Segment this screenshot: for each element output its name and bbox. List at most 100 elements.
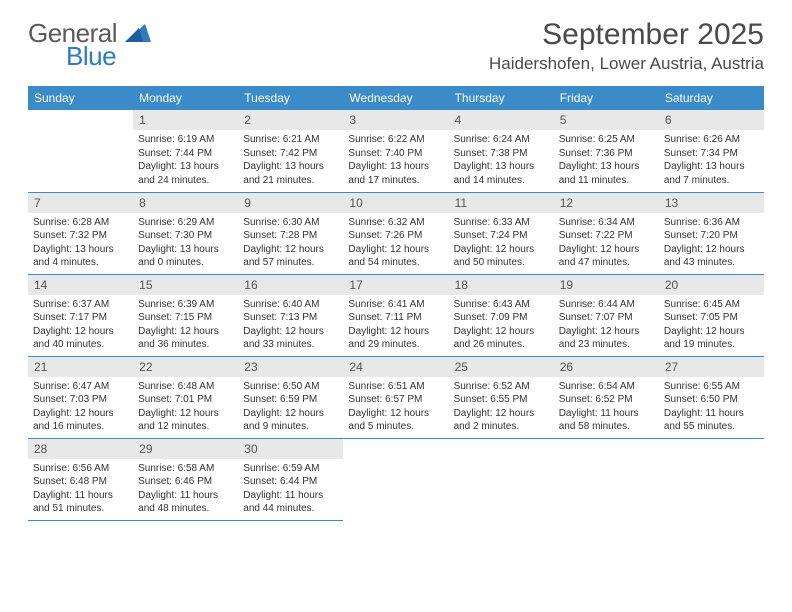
weekday-sunday: Sunday (28, 86, 133, 110)
location: Haidershofen, Lower Austria, Austria (489, 54, 764, 74)
calendar-day-cell: 25Sunrise: 6:52 AMSunset: 6:55 PMDayligh… (449, 356, 554, 438)
day-number: 25 (449, 357, 554, 377)
calendar-day-cell: 12Sunrise: 6:34 AMSunset: 7:22 PMDayligh… (554, 192, 659, 274)
calendar-week-row: 1Sunrise: 6:19 AMSunset: 7:44 PMDaylight… (28, 110, 764, 192)
day-number: 7 (28, 193, 133, 213)
day-number: 9 (238, 193, 343, 213)
day-number: 19 (554, 275, 659, 295)
calendar-day-cell: 28Sunrise: 6:56 AMSunset: 6:48 PMDayligh… (28, 438, 133, 520)
calendar-empty-cell (659, 438, 764, 520)
day-number: 22 (133, 357, 238, 377)
day-details: Sunrise: 6:40 AMSunset: 7:13 PMDaylight:… (238, 295, 343, 356)
calendar-day-cell: 1Sunrise: 6:19 AMSunset: 7:44 PMDaylight… (133, 110, 238, 192)
day-details: Sunrise: 6:41 AMSunset: 7:11 PMDaylight:… (343, 295, 448, 356)
calendar-day-cell: 15Sunrise: 6:39 AMSunset: 7:15 PMDayligh… (133, 274, 238, 356)
day-details: Sunrise: 6:29 AMSunset: 7:30 PMDaylight:… (133, 213, 238, 274)
weekday-saturday: Saturday (659, 86, 764, 110)
day-number: 11 (449, 193, 554, 213)
calendar-empty-cell (343, 438, 448, 520)
day-number: 29 (133, 439, 238, 459)
day-details: Sunrise: 6:50 AMSunset: 6:59 PMDaylight:… (238, 377, 343, 438)
calendar-day-cell: 10Sunrise: 6:32 AMSunset: 7:26 PMDayligh… (343, 192, 448, 274)
weekday-thursday: Thursday (449, 86, 554, 110)
calendar-day-cell: 14Sunrise: 6:37 AMSunset: 7:17 PMDayligh… (28, 274, 133, 356)
calendar-table: SundayMondayTuesdayWednesdayThursdayFrid… (28, 86, 764, 521)
calendar-day-cell: 17Sunrise: 6:41 AMSunset: 7:11 PMDayligh… (343, 274, 448, 356)
calendar-day-cell: 27Sunrise: 6:55 AMSunset: 6:50 PMDayligh… (659, 356, 764, 438)
calendar-week-row: 21Sunrise: 6:47 AMSunset: 7:03 PMDayligh… (28, 356, 764, 438)
calendar-day-cell: 6Sunrise: 6:26 AMSunset: 7:34 PMDaylight… (659, 110, 764, 192)
calendar-day-cell: 8Sunrise: 6:29 AMSunset: 7:30 PMDaylight… (133, 192, 238, 274)
day-details: Sunrise: 6:21 AMSunset: 7:42 PMDaylight:… (238, 130, 343, 191)
day-details: Sunrise: 6:47 AMSunset: 7:03 PMDaylight:… (28, 377, 133, 438)
calendar-day-cell: 9Sunrise: 6:30 AMSunset: 7:28 PMDaylight… (238, 192, 343, 274)
day-number: 18 (449, 275, 554, 295)
calendar-day-cell: 30Sunrise: 6:59 AMSunset: 6:44 PMDayligh… (238, 438, 343, 520)
weekday-monday: Monday (133, 86, 238, 110)
calendar-day-cell: 7Sunrise: 6:28 AMSunset: 7:32 PMDaylight… (28, 192, 133, 274)
day-details: Sunrise: 6:24 AMSunset: 7:38 PMDaylight:… (449, 130, 554, 191)
header: General Blue September 2025 Haidershofen… (28, 18, 764, 74)
day-details: Sunrise: 6:37 AMSunset: 7:17 PMDaylight:… (28, 295, 133, 356)
day-number: 28 (28, 439, 133, 459)
day-number: 10 (343, 193, 448, 213)
calendar-day-cell: 23Sunrise: 6:50 AMSunset: 6:59 PMDayligh… (238, 356, 343, 438)
month-title: September 2025 (489, 18, 764, 52)
day-details: Sunrise: 6:58 AMSunset: 6:46 PMDaylight:… (133, 459, 238, 520)
calendar-empty-cell (554, 438, 659, 520)
day-details: Sunrise: 6:22 AMSunset: 7:40 PMDaylight:… (343, 130, 448, 191)
calendar-day-cell: 11Sunrise: 6:33 AMSunset: 7:24 PMDayligh… (449, 192, 554, 274)
day-number: 12 (554, 193, 659, 213)
day-details: Sunrise: 6:43 AMSunset: 7:09 PMDaylight:… (449, 295, 554, 356)
calendar-day-cell: 24Sunrise: 6:51 AMSunset: 6:57 PMDayligh… (343, 356, 448, 438)
day-details: Sunrise: 6:52 AMSunset: 6:55 PMDaylight:… (449, 377, 554, 438)
calendar-day-cell: 3Sunrise: 6:22 AMSunset: 7:40 PMDaylight… (343, 110, 448, 192)
day-number: 27 (659, 357, 764, 377)
calendar-day-cell: 22Sunrise: 6:48 AMSunset: 7:01 PMDayligh… (133, 356, 238, 438)
day-details: Sunrise: 6:32 AMSunset: 7:26 PMDaylight:… (343, 213, 448, 274)
day-details: Sunrise: 6:45 AMSunset: 7:05 PMDaylight:… (659, 295, 764, 356)
calendar-day-cell: 16Sunrise: 6:40 AMSunset: 7:13 PMDayligh… (238, 274, 343, 356)
calendar-day-cell: 21Sunrise: 6:47 AMSunset: 7:03 PMDayligh… (28, 356, 133, 438)
weekday-tuesday: Tuesday (238, 86, 343, 110)
day-number: 13 (659, 193, 764, 213)
logo: General Blue (28, 18, 151, 72)
day-number: 1 (133, 110, 238, 130)
calendar-day-cell: 29Sunrise: 6:58 AMSunset: 6:46 PMDayligh… (133, 438, 238, 520)
calendar-day-cell: 4Sunrise: 6:24 AMSunset: 7:38 PMDaylight… (449, 110, 554, 192)
day-number: 21 (28, 357, 133, 377)
calendar-week-row: 14Sunrise: 6:37 AMSunset: 7:17 PMDayligh… (28, 274, 764, 356)
day-number: 8 (133, 193, 238, 213)
day-number: 20 (659, 275, 764, 295)
logo-triangle-icon (125, 24, 151, 47)
calendar-day-cell: 18Sunrise: 6:43 AMSunset: 7:09 PMDayligh… (449, 274, 554, 356)
day-number: 15 (133, 275, 238, 295)
day-details: Sunrise: 6:54 AMSunset: 6:52 PMDaylight:… (554, 377, 659, 438)
day-details: Sunrise: 6:26 AMSunset: 7:34 PMDaylight:… (659, 130, 764, 191)
day-details: Sunrise: 6:48 AMSunset: 7:01 PMDaylight:… (133, 377, 238, 438)
day-details: Sunrise: 6:59 AMSunset: 6:44 PMDaylight:… (238, 459, 343, 520)
calendar-day-cell: 20Sunrise: 6:45 AMSunset: 7:05 PMDayligh… (659, 274, 764, 356)
day-number: 23 (238, 357, 343, 377)
day-number: 14 (28, 275, 133, 295)
day-details: Sunrise: 6:30 AMSunset: 7:28 PMDaylight:… (238, 213, 343, 274)
calendar-day-cell: 19Sunrise: 6:44 AMSunset: 7:07 PMDayligh… (554, 274, 659, 356)
calendar-week-row: 7Sunrise: 6:28 AMSunset: 7:32 PMDaylight… (28, 192, 764, 274)
calendar-day-cell: 5Sunrise: 6:25 AMSunset: 7:36 PMDaylight… (554, 110, 659, 192)
title-block: September 2025 Haidershofen, Lower Austr… (489, 18, 764, 74)
day-details: Sunrise: 6:36 AMSunset: 7:20 PMDaylight:… (659, 213, 764, 274)
calendar-day-cell: 26Sunrise: 6:54 AMSunset: 6:52 PMDayligh… (554, 356, 659, 438)
day-details: Sunrise: 6:51 AMSunset: 6:57 PMDaylight:… (343, 377, 448, 438)
day-number: 24 (343, 357, 448, 377)
day-number: 6 (659, 110, 764, 130)
calendar-day-cell: 2Sunrise: 6:21 AMSunset: 7:42 PMDaylight… (238, 110, 343, 192)
day-details: Sunrise: 6:25 AMSunset: 7:36 PMDaylight:… (554, 130, 659, 191)
day-number: 3 (343, 110, 448, 130)
day-details: Sunrise: 6:39 AMSunset: 7:15 PMDaylight:… (133, 295, 238, 356)
day-number: 4 (449, 110, 554, 130)
weekday-header-row: SundayMondayTuesdayWednesdayThursdayFrid… (28, 86, 764, 110)
day-details: Sunrise: 6:19 AMSunset: 7:44 PMDaylight:… (133, 130, 238, 191)
calendar-empty-cell (28, 110, 133, 192)
day-number: 5 (554, 110, 659, 130)
day-details: Sunrise: 6:44 AMSunset: 7:07 PMDaylight:… (554, 295, 659, 356)
